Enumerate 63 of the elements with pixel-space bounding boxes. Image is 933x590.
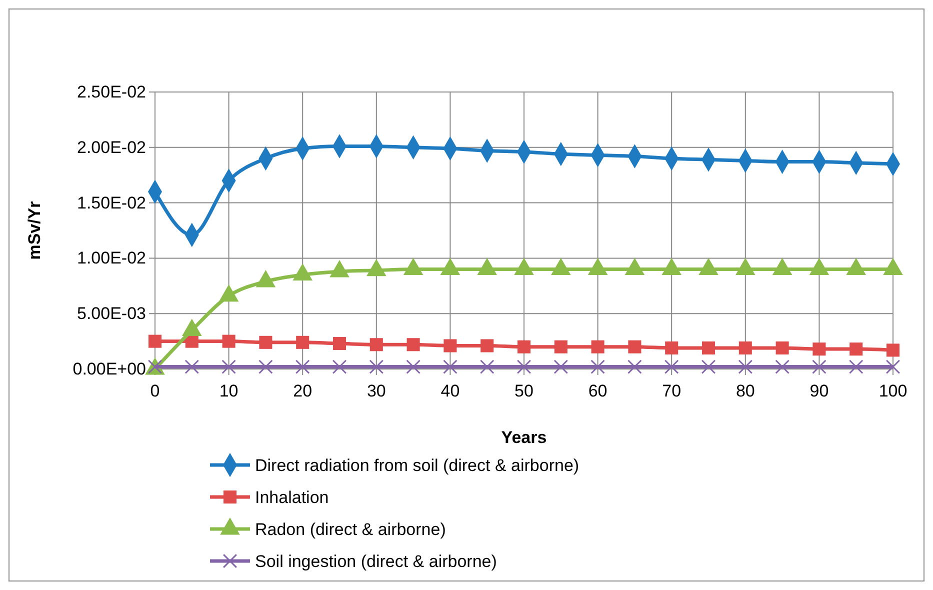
point bbox=[332, 336, 346, 350]
x-axis-title: Years bbox=[501, 428, 547, 447]
point bbox=[886, 344, 900, 357]
legend-label: Radon (direct & airborne) bbox=[255, 520, 446, 539]
x-tick-label: 60 bbox=[588, 382, 608, 401]
y-axis-title: mSv/Yr bbox=[25, 200, 44, 260]
legend-label: Direct radiation from soil (direct & airborne) bbox=[255, 456, 580, 475]
point bbox=[775, 360, 790, 374]
y-tick-label: 0.00E+00 bbox=[72, 359, 146, 378]
legend-label: Inhalation bbox=[255, 488, 329, 507]
x-tick-label: 10 bbox=[219, 382, 238, 401]
point bbox=[590, 360, 605, 374]
point bbox=[480, 339, 494, 352]
point bbox=[812, 360, 826, 374]
point bbox=[776, 341, 789, 354]
point bbox=[148, 334, 162, 348]
y-tick-label: 2.50E-02 bbox=[77, 82, 146, 102]
point bbox=[516, 360, 532, 374]
point bbox=[554, 340, 568, 354]
point bbox=[296, 336, 310, 349]
point bbox=[554, 360, 568, 374]
y-tick-label: 5.00E-03 bbox=[77, 304, 146, 324]
x-tick-label: 70 bbox=[662, 382, 682, 401]
point bbox=[480, 360, 494, 374]
point bbox=[444, 339, 457, 352]
point bbox=[886, 360, 900, 374]
point bbox=[848, 360, 864, 374]
point bbox=[812, 342, 826, 356]
point bbox=[628, 360, 642, 374]
point bbox=[406, 338, 420, 352]
x-tick-label: 20 bbox=[293, 382, 312, 401]
point bbox=[443, 360, 458, 374]
y-tick-label: 1.50E-02 bbox=[77, 193, 146, 212]
point bbox=[665, 341, 678, 354]
y-tick-label: 1.00E-02 bbox=[77, 248, 146, 268]
point bbox=[259, 336, 272, 349]
point bbox=[222, 360, 236, 374]
point bbox=[369, 360, 384, 374]
point bbox=[222, 334, 236, 348]
point bbox=[184, 360, 200, 374]
point bbox=[628, 340, 642, 354]
point bbox=[738, 341, 752, 354]
x-tick-label: 50 bbox=[514, 382, 534, 401]
point bbox=[591, 340, 604, 354]
legend-label: Soil ingestion (direct & airborne) bbox=[255, 552, 497, 571]
x-tick-label: 0 bbox=[150, 382, 160, 401]
point bbox=[370, 338, 383, 352]
point bbox=[332, 360, 347, 374]
y-tick-label: 2.00E-02 bbox=[77, 138, 146, 157]
x-tick-label: 40 bbox=[440, 382, 460, 401]
point bbox=[850, 342, 863, 356]
point bbox=[664, 360, 679, 374]
point bbox=[258, 360, 273, 374]
x-tick-label: 30 bbox=[366, 382, 386, 401]
point bbox=[295, 360, 310, 374]
x-tick-label: 90 bbox=[810, 382, 829, 401]
point bbox=[738, 360, 753, 374]
point bbox=[517, 340, 531, 354]
point bbox=[702, 341, 716, 354]
point bbox=[406, 360, 420, 374]
x-tick-label: 100 bbox=[878, 382, 908, 401]
x-tick-label: 80 bbox=[736, 382, 755, 401]
point bbox=[701, 360, 716, 374]
